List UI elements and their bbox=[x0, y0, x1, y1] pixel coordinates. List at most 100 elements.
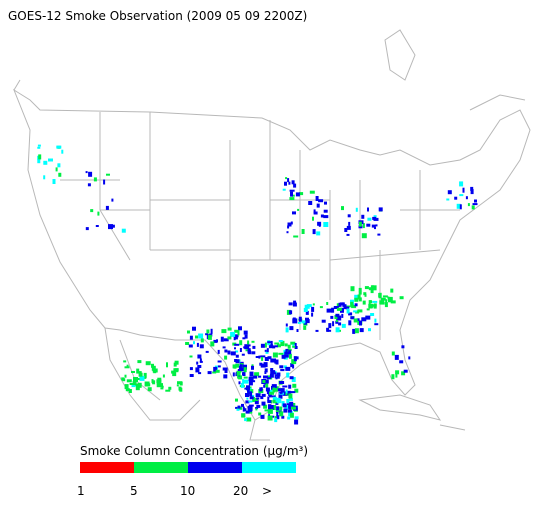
smoke-pixel bbox=[354, 297, 359, 302]
smoke-pixel bbox=[234, 329, 240, 333]
smoke-pixel bbox=[285, 392, 290, 396]
smoke-pixel bbox=[282, 188, 286, 191]
smoke-pixel bbox=[292, 403, 296, 406]
smoke-pixel bbox=[207, 334, 212, 340]
smoke-pixel bbox=[358, 287, 362, 292]
smoke-pixel bbox=[126, 364, 129, 368]
smoke-pixel bbox=[293, 183, 297, 188]
smoke-pixel bbox=[276, 373, 280, 379]
smoke-pixel bbox=[217, 365, 221, 368]
smoke-pixel bbox=[52, 179, 56, 184]
smoke-pixel bbox=[124, 374, 127, 378]
smoke-pixel bbox=[224, 368, 228, 373]
smoke-pixel bbox=[278, 394, 283, 399]
smoke-pixel bbox=[248, 376, 254, 381]
smoke-pixel bbox=[274, 388, 278, 392]
smoke-pixel bbox=[85, 171, 88, 174]
smoke-pixel bbox=[346, 225, 351, 230]
smoke-pixel bbox=[288, 350, 292, 355]
smoke-pixel bbox=[295, 192, 300, 197]
smoke-pixel bbox=[87, 183, 91, 187]
smoke-pixel bbox=[401, 345, 405, 349]
smoke-pixel bbox=[296, 329, 299, 332]
smoke-pixel bbox=[246, 417, 252, 422]
smoke-pixel bbox=[199, 344, 204, 349]
smoke-pixel bbox=[85, 227, 89, 231]
smoke-pixel bbox=[274, 342, 280, 345]
smoke-pixel bbox=[387, 296, 393, 301]
smoke-pixel bbox=[347, 214, 351, 218]
smoke-pixel bbox=[238, 365, 242, 370]
smoke-pixel bbox=[338, 322, 342, 326]
smoke-pixel bbox=[242, 337, 246, 340]
smoke-pixel bbox=[286, 309, 291, 315]
smoke-pixel bbox=[359, 320, 362, 326]
smoke-pixel bbox=[43, 175, 46, 180]
smoke-pixel bbox=[280, 369, 285, 372]
smoke-pixel bbox=[323, 215, 329, 219]
smoke-pixel bbox=[136, 368, 140, 374]
colorbar-segment bbox=[134, 462, 188, 473]
smoke-pixel bbox=[283, 354, 289, 358]
smoke-pixel bbox=[335, 313, 340, 317]
smoke-pixel bbox=[320, 214, 324, 218]
smoke-pixel bbox=[343, 304, 347, 310]
smoke-pixel bbox=[270, 368, 274, 371]
smoke-pixel bbox=[361, 317, 367, 322]
smoke-pixel bbox=[323, 222, 329, 227]
smoke-pixel bbox=[387, 296, 390, 299]
smoke-pixel bbox=[133, 377, 138, 382]
smoke-pixel bbox=[472, 203, 478, 206]
smoke-pixel bbox=[276, 344, 281, 348]
smoke-pixel bbox=[272, 396, 277, 400]
smoke-pixel bbox=[270, 400, 273, 404]
smoke-pixel bbox=[105, 205, 109, 210]
smoke-pixel bbox=[305, 317, 309, 322]
smoke-pixel bbox=[292, 364, 295, 369]
smoke-pixel bbox=[210, 341, 215, 347]
smoke-pixel bbox=[263, 375, 268, 379]
smoke-pixel bbox=[137, 360, 142, 364]
smoke-pixel bbox=[251, 380, 256, 383]
smoke-pixel bbox=[367, 207, 369, 212]
smoke-pixel bbox=[236, 408, 240, 411]
smoke-pixel bbox=[243, 379, 249, 384]
smoke-pixel bbox=[227, 350, 231, 355]
smoke-pixel bbox=[43, 160, 48, 165]
smoke-pixel bbox=[346, 306, 350, 310]
smoke-pixel bbox=[372, 304, 376, 307]
smoke-pixel bbox=[210, 328, 213, 334]
smoke-pixel bbox=[270, 340, 273, 346]
smoke-pixel bbox=[313, 209, 316, 214]
smoke-pixel bbox=[260, 396, 264, 400]
smoke-pixel bbox=[290, 221, 293, 225]
smoke-pixel bbox=[375, 224, 378, 227]
smoke-pixel bbox=[391, 351, 395, 356]
smoke-pixel bbox=[301, 229, 305, 234]
smoke-pixel bbox=[344, 228, 348, 232]
smoke-pixel bbox=[359, 328, 364, 333]
smoke-pixel bbox=[338, 302, 342, 307]
smoke-pixel bbox=[173, 368, 179, 373]
smoke-pixel bbox=[291, 359, 297, 365]
smoke-pixel bbox=[384, 302, 388, 308]
smoke-pixel bbox=[395, 373, 398, 378]
smoke-pixel bbox=[161, 383, 163, 388]
smoke-pixel bbox=[162, 374, 165, 378]
smoke-pixel bbox=[258, 355, 261, 359]
smoke-pixel bbox=[282, 385, 288, 388]
smoke-pixel bbox=[282, 340, 285, 345]
islands bbox=[358, 394, 466, 431]
smoke-pixel bbox=[287, 178, 290, 183]
smoke-pixel bbox=[258, 412, 262, 416]
smoke-pixel bbox=[350, 286, 355, 292]
smoke-pixel bbox=[286, 231, 289, 234]
smoke-pixel bbox=[224, 355, 228, 360]
smoke-pixel bbox=[111, 198, 114, 202]
smoke-pixel bbox=[279, 365, 284, 369]
smoke-pixel bbox=[318, 199, 324, 203]
smoke-pixel bbox=[316, 203, 320, 208]
smoke-pixel bbox=[354, 294, 359, 300]
smoke-pixel bbox=[38, 154, 42, 160]
